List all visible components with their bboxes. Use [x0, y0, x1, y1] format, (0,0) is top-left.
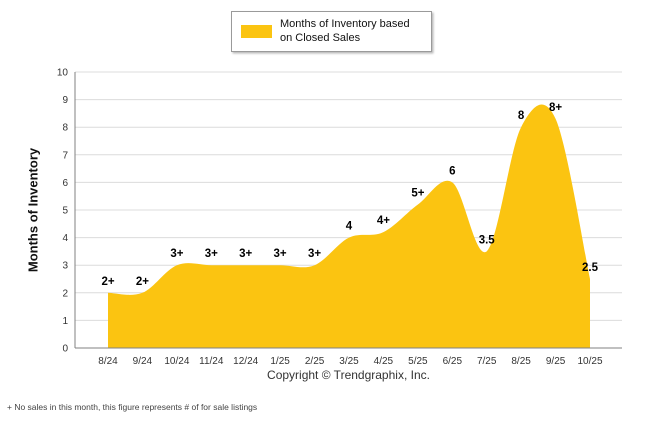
x-tick-label: 3/25	[339, 356, 359, 367]
x-tick-label: 4/25	[374, 356, 394, 367]
x-tick-label: 10/25	[577, 356, 602, 367]
x-tick-label: 6/25	[443, 356, 463, 367]
y-tick-label: 8	[62, 123, 68, 134]
point-label: 3+	[170, 248, 183, 260]
point-label: 5+	[411, 188, 424, 200]
x-tick-label: 2/25	[305, 356, 325, 367]
y-tick-label: 0	[62, 344, 68, 355]
point-label: 2+	[136, 276, 149, 288]
point-label: 3+	[239, 248, 252, 260]
point-label: 4+	[377, 215, 390, 227]
y-tick-label: 1	[62, 316, 68, 327]
legend-label: Months of Inventory based on Closed Sale…	[280, 18, 410, 45]
x-tick-label: 1/25	[270, 356, 290, 367]
point-label: 8+	[549, 102, 562, 114]
point-label: 2+	[101, 276, 114, 288]
point-label: 3+	[308, 248, 321, 260]
point-label: 3.5	[479, 234, 496, 246]
point-label: 3+	[274, 248, 287, 260]
y-tick-label: 9	[62, 95, 68, 106]
point-label: 6	[449, 165, 455, 177]
y-tick-label: 10	[57, 68, 69, 79]
point-label: 2.5	[582, 262, 599, 274]
x-tick-label: 10/24	[164, 356, 189, 367]
x-tick-label: 5/25	[408, 356, 428, 367]
y-tick-label: 3	[62, 261, 68, 272]
copyright-text: Copyright © Trendgraphix, Inc.	[267, 368, 430, 382]
y-axis-title: Months of Inventory	[25, 147, 41, 273]
x-tick-label: 8/24	[98, 356, 118, 367]
x-tick-label: 9/25	[546, 356, 566, 367]
legend: Months of Inventory based on Closed Sale…	[231, 11, 432, 52]
x-tick-label: 8/25	[511, 356, 531, 367]
point-label: 4	[346, 221, 353, 233]
x-tick-label: 9/24	[133, 356, 153, 367]
y-tick-label: 6	[62, 178, 68, 189]
y-tick-label: 7	[62, 150, 68, 161]
x-tick-label: 12/24	[233, 356, 258, 367]
x-tick-label: 11/24	[199, 356, 224, 367]
legend-swatch	[241, 24, 272, 38]
inventory-area	[108, 104, 590, 348]
y-tick-label: 5	[62, 206, 68, 217]
y-tick-label: 2	[62, 288, 68, 299]
y-tick-label: 4	[62, 233, 68, 244]
point-label: 8	[518, 110, 525, 122]
footnote-text: + No sales in this month, this figure re…	[7, 402, 258, 412]
point-label: 3+	[205, 248, 218, 260]
x-tick-label: 7/25	[477, 356, 497, 367]
